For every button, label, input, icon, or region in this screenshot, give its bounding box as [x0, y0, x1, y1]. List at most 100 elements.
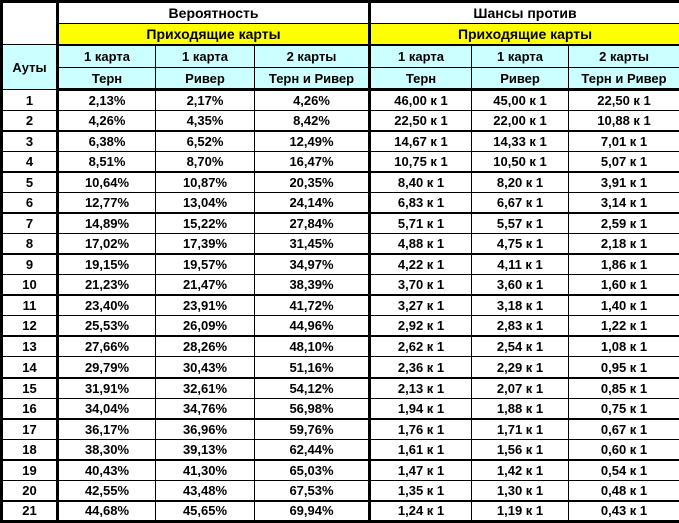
odds-cell: 4,88 к 1: [369, 233, 473, 256]
odds-cell: 2,62 к 1: [369, 335, 473, 358]
probability-cell: 41,72%: [253, 294, 372, 317]
probability-cell: 15,22%: [155, 212, 255, 235]
group-title-row: Вероятность Шансы против: [1, 0, 679, 46]
odds-cell: 10,88 к 1: [568, 109, 679, 132]
odds-cell: 6,67 к 1: [471, 192, 570, 215]
probability-cell: 51,16%: [253, 356, 372, 379]
probability-cell: 56,98%: [253, 397, 372, 420]
probability-cell: 36,96%: [155, 418, 255, 440]
probability-cell: 14,89%: [57, 212, 156, 235]
odds-cell: 2,54 к 1: [471, 335, 570, 358]
outs-cell: 14: [1, 356, 59, 379]
probability-cell: 38,30%: [57, 438, 156, 461]
probability-cell: 20,35%: [253, 171, 372, 194]
odds-cell: 4,75 к 1: [471, 233, 570, 256]
outs-cell: 13: [1, 335, 59, 358]
probability-cell: 42,55%: [57, 479, 156, 502]
table-row: 2 4,26% 4,35% 8,42% 22,50 к 1 22,00 к 1 10,88 …: [1, 109, 679, 132]
prob-turn-header: Терн: [57, 66, 156, 92]
odds-cell: 14,33 к 1: [471, 130, 570, 153]
odds-cell: 0,60 к 1: [568, 438, 679, 461]
outs-cell: 18: [1, 438, 59, 461]
odds-cell: 22,00 к 1: [471, 109, 570, 132]
probability-cell: 44,96%: [253, 315, 372, 338]
probability-cell: 21,47%: [155, 274, 255, 297]
probability-cell: 32,61%: [155, 377, 255, 399]
probability-cell: 43,48%: [155, 479, 255, 502]
outs-column-header: Ауты: [1, 44, 59, 91]
outs-cell: 15: [1, 377, 59, 399]
odds-cell: 22,50 к 1: [568, 89, 679, 111]
probability-cell: 6,38%: [57, 130, 156, 153]
odds-cell: 14,67 к 1: [369, 130, 473, 153]
table-row: 14 29,79% 30,43% 51,16% 2,36 к 1 2,29 к 1 0,95…: [1, 356, 679, 379]
outs-cell: 4: [1, 151, 59, 174]
odds-cell: 1,56 к 1: [471, 438, 570, 461]
odds-cell: 2,13 к 1: [369, 377, 473, 399]
probability-cell: 4,26%: [253, 89, 372, 111]
odds-cell: 1,86 к 1: [568, 253, 679, 276]
odds-cell: 1,71 к 1: [471, 418, 570, 440]
probability-cell: 36,17%: [57, 418, 156, 440]
table-body: 1 2,13% 2,17% 4,26% 46,00 к 1 45,00 к 1 22,50 …: [1, 89, 679, 522]
prob-river-header: Ривер: [155, 66, 255, 92]
odds-cell: 10,75 к 1: [369, 151, 473, 174]
odds-cell: 5,57 к 1: [471, 212, 570, 235]
probability-cell: 4,35%: [155, 109, 255, 132]
table-row: 15 31,91% 32,61% 54,12% 2,13 к 1 2,07 к 1 0,85…: [1, 377, 679, 399]
probability-cell: 30,43%: [155, 356, 255, 379]
probability-cell: 40,43%: [57, 459, 156, 481]
probability-cell: 28,26%: [155, 335, 255, 358]
table-row: 9 19,15% 19,57% 34,97% 4,22 к 1 4,11 к 1 1,86 …: [1, 253, 679, 276]
odds-cell: 0,48 к 1: [568, 479, 679, 502]
odds-cell: 1,60 к 1: [568, 274, 679, 297]
odds-turn-header: Терн: [369, 66, 473, 92]
table-row: 21 44,68% 45,65% 69,94% 1,24 к 1 1,19 к 1 0,43…: [1, 500, 679, 522]
probability-cell: 31,91%: [57, 377, 156, 399]
probability-cell: 12,49%: [253, 130, 372, 153]
table-row: 4 8,51% 8,70% 16,47% 10,75 к 1 10,50 к 1 5,07 …: [1, 151, 679, 174]
odds-cell: 5,71 к 1: [369, 212, 473, 235]
odds-cell: 3,91 к 1: [568, 171, 679, 194]
table-row: 16 34,04% 34,76% 56,98% 1,94 к 1 1,88 к 1 0,75…: [1, 397, 679, 420]
table-row: 18 38,30% 39,13% 62,44% 1,61 к 1 1,56 к 1 0,60…: [1, 438, 679, 461]
odds-cell: 8,40 к 1: [369, 171, 473, 194]
probability-cell: 17,02%: [57, 233, 156, 256]
odds-cell: 2,59 к 1: [568, 212, 679, 235]
odds-cell: 1,47 к 1: [369, 459, 473, 481]
probability-cell: 10,64%: [57, 171, 156, 194]
corner-cell: [1, 0, 59, 46]
probability-cell: 54,12%: [253, 377, 372, 399]
outs-cell: 11: [1, 294, 59, 317]
probability-cell: 21,23%: [57, 274, 156, 297]
outs-cell: 17: [1, 418, 59, 440]
prob-1card-river-count-header: 1 карта: [155, 44, 255, 68]
probability-cell: 17,39%: [155, 233, 255, 256]
probability-cell: 19,57%: [155, 253, 255, 276]
probability-group-title: Вероятность: [56, 1, 372, 24]
probability-cell: 23,91%: [155, 294, 255, 317]
odds-cell: 5,07 к 1: [568, 151, 679, 174]
probability-cell: 41,30%: [155, 459, 255, 481]
table-row: 19 40,43% 41,30% 65,03% 1,47 к 1 1,42 к 1 0,54…: [1, 459, 679, 481]
probability-cell: 2,17%: [155, 89, 255, 111]
odds-cell: 7,01 к 1: [568, 130, 679, 153]
prob-turn-river-header: Терн и Ривер: [253, 66, 372, 92]
probability-cell: 13,04%: [155, 192, 255, 215]
odds-cell: 4,11 к 1: [471, 253, 570, 276]
column-count-header-row: Ауты 1 карта 1 карта 2 карты 1 карта 1 к…: [1, 44, 679, 91]
probability-coming-cards-label: Приходящие карты: [56, 22, 372, 46]
odds-cell: 6,83 к 1: [369, 192, 473, 215]
odds-1card-turn-count-header: 1 карта: [369, 44, 473, 68]
outs-cell: 21: [1, 500, 59, 522]
table-row: 5 10,64% 10,87% 20,35% 8,40 к 1 8,20 к 1 3,91 …: [1, 171, 679, 194]
odds-cell: 3,14 к 1: [568, 192, 679, 215]
probability-cell: 39,13%: [155, 438, 255, 461]
probability-cell: 2,13%: [57, 89, 156, 111]
odds-cell: 2,29 к 1: [471, 356, 570, 379]
table-row: 13 27,66% 28,26% 48,10% 2,62 к 1 2,54 к 1 1,08…: [1, 335, 679, 358]
probability-cell: 24,14%: [253, 192, 372, 215]
table-row: 20 42,55% 43,48% 67,53% 1,35 к 1 1,30 к 1 0,48…: [1, 479, 679, 502]
odds-cell: 0,75 к 1: [568, 397, 679, 420]
probability-cell: 67,53%: [253, 479, 372, 502]
